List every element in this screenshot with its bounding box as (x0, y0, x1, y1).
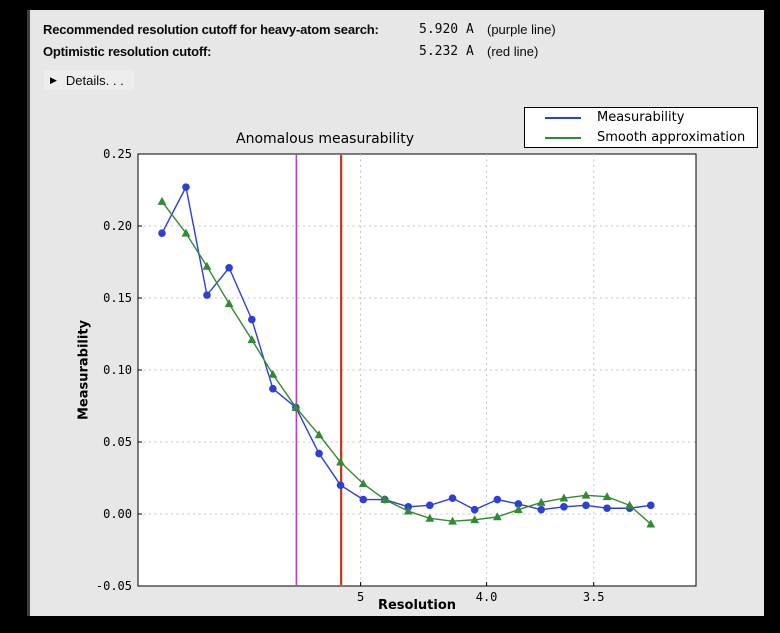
optimistic-cutoff-label: Optimistic resolution cutoff: (43, 44, 212, 59)
optimistic-cutoff-note: (red line) (487, 44, 539, 59)
details-expander[interactable]: ▶ Details. . . (44, 70, 134, 90)
expander-right-triangle-icon: ▶ (50, 74, 57, 85)
details-label: Details. . . (65, 72, 124, 88)
optimistic-cutoff-value: 5.232 A (419, 44, 474, 59)
recommended-cutoff-label: Recommended resolution cutoff for heavy-… (43, 22, 379, 37)
recommended-cutoff-note: (purple line) (487, 22, 556, 37)
content-panel (27, 10, 764, 616)
recommended-cutoff-value: 5.920 A (419, 22, 474, 37)
